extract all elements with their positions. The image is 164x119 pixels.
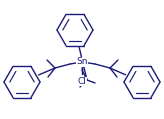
Text: Sn: Sn [76,57,88,67]
Text: Cl: Cl [78,77,86,86]
